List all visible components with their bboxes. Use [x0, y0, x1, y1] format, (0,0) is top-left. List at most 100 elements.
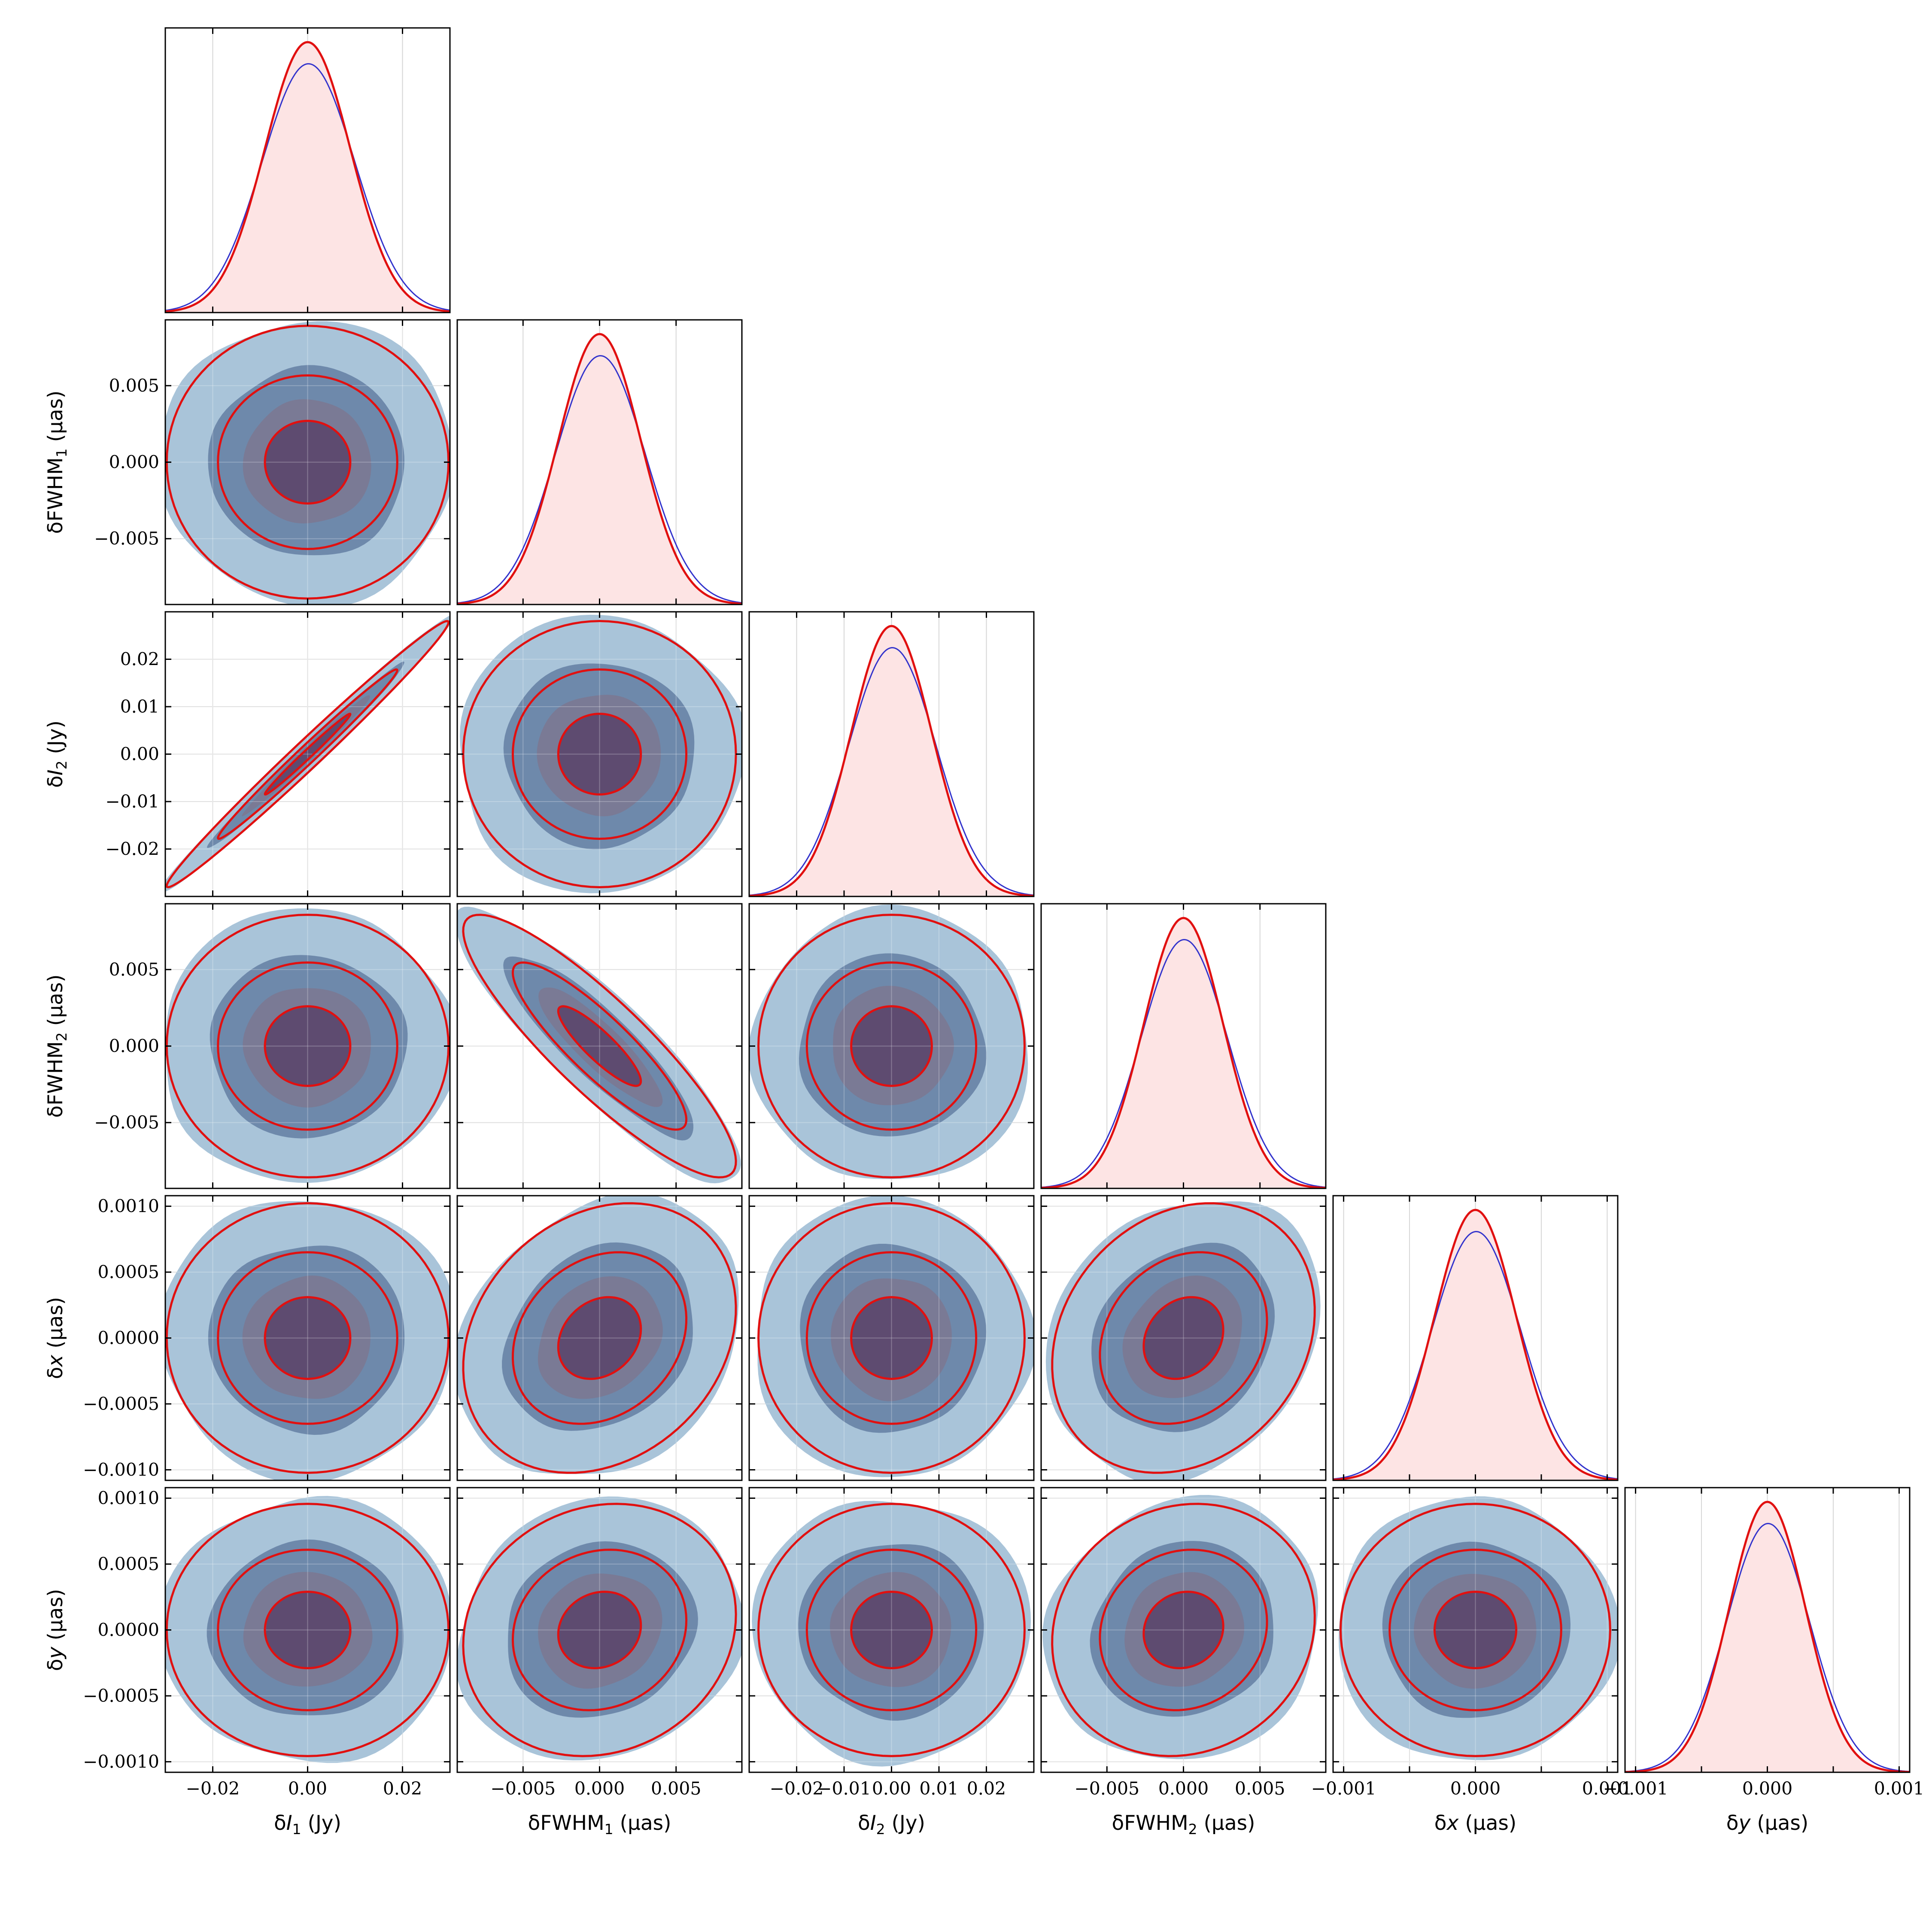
y-axis-label-dy: δy (μas)	[44, 1589, 67, 1671]
marginal-gaussian-line-dFWHM1	[457, 333, 742, 605]
gaussian-contour	[557, 1590, 642, 1670]
gaussian-contour	[217, 1251, 398, 1425]
gaussian-contour	[511, 961, 688, 1131]
panel-dFWHM1-dFWHM1	[456, 319, 743, 605]
marginal-fill-dI1	[165, 42, 450, 313]
gaussian-contour	[165, 1202, 450, 1474]
gaussian-contour	[557, 1005, 642, 1087]
x-tick-label: 0.01	[919, 1778, 958, 1799]
x-axis-label-dI1: δI1 (Jy)	[274, 1811, 341, 1838]
marginal-kde-line-dx	[1333, 1231, 1618, 1480]
marginal-kde-line-dFWHM2	[1041, 939, 1326, 1188]
panel-dy-dy: −0.001 0.000 0.001	[1603, 1487, 1924, 1799]
sample-contour-1sigma	[559, 1297, 642, 1379]
y-tick-label: 0.005	[109, 375, 159, 396]
y-tick-label: 0.000	[109, 452, 159, 473]
gaussian-contour	[511, 668, 688, 840]
marginal-fill-dFWHM1	[457, 334, 742, 605]
marginal-fill-dy	[1625, 1502, 1910, 1772]
marginal-kde-line-dFWHM1	[457, 355, 742, 604]
gaussian-contour	[805, 1549, 978, 1711]
y-tick-label: −0.0010	[83, 1751, 159, 1772]
sample-contour-1sigma	[264, 1296, 350, 1378]
gaussian-contour	[217, 1549, 398, 1711]
gaussian-contour	[264, 713, 352, 796]
gaussian-contour	[850, 1005, 933, 1087]
panel-dI1-dx: −0.0010 −0.0005 0.0000 0.0005 0.0010	[83, 1195, 451, 1481]
panel-dI1-dy: −0.0010 −0.0005 0.0000 0.0005 0.0010 −0.02 0.0…	[83, 1487, 451, 1799]
x-tick-label: 0.001	[1582, 1778, 1632, 1799]
gaussian-contour	[1339, 1503, 1612, 1757]
x-tick-label: 0.000	[1742, 1778, 1792, 1799]
x-tick-label: 0.00	[872, 1778, 911, 1799]
y-tick-label: 0.0005	[98, 1554, 159, 1574]
y-axis-label-dFWHM2: δFWHM2 (μas)	[44, 975, 70, 1118]
y-axis-label-group: δx (μas)	[44, 1297, 67, 1379]
panel-dI1-dFWHM1: −0.005 0.000 0.005	[94, 319, 451, 605]
panel-dFWHM2-dy: −0.005 0.000 0.005	[1040, 1487, 1327, 1799]
y-tick-label: 0.01	[120, 696, 159, 717]
marginal-gaussian-line-dFWHM2	[1041, 917, 1326, 1188]
gaussian-contour	[850, 1296, 933, 1380]
gaussian-contour	[511, 1549, 688, 1711]
sample-contour-1sigma	[265, 714, 351, 795]
panel-dFWHM1-dFWHM2	[456, 903, 743, 1189]
y-tick-label: 0.0010	[98, 1488, 159, 1509]
marginal-gaussian-line-dx	[1333, 1209, 1618, 1480]
gaussian-contour	[1142, 1296, 1224, 1380]
x-tick-label: 0.02	[967, 1778, 1006, 1799]
x-tick-label: 0.00	[288, 1778, 327, 1799]
marginal-fill-dx	[1333, 1210, 1618, 1480]
y-tick-label: 0.0010	[98, 1196, 159, 1217]
y-tick-label: 0.005	[109, 959, 159, 980]
gaussian-contour	[757, 914, 1026, 1179]
y-tick-label: −0.0005	[83, 1394, 159, 1414]
gaussian-contour	[757, 1503, 1026, 1757]
x-axis-label-dy: δy (μas)	[1726, 1811, 1808, 1835]
sample-contour-1sigma	[851, 1006, 933, 1087]
sample-contour-1sigma	[558, 1592, 641, 1669]
gaussian-contour	[462, 914, 737, 1179]
x-axis-label-dFWHM1: δFWHM1 (μas)	[528, 1811, 671, 1838]
y-tick-label: −0.0010	[83, 1459, 159, 1480]
y-tick-label: −0.005	[94, 1112, 159, 1133]
sample-contour-1sigma	[1144, 1591, 1224, 1668]
y-tick-label: 0.000	[109, 1036, 159, 1057]
x-tick-label: 0.02	[383, 1778, 422, 1799]
y-axis-label-group: δI2 (Jy)	[44, 720, 70, 788]
sample-contour-1sigma	[266, 1591, 352, 1668]
gaussian-contour	[1433, 1590, 1518, 1670]
gaussian-contour	[462, 620, 737, 889]
y-tick-label: −0.02	[105, 839, 159, 860]
y-tick-label: 0.0005	[98, 1262, 159, 1282]
y-axis-label-group: δFWHM1 (μas)	[44, 391, 70, 534]
panel-dI2-dy: −0.02−0.01 0.00 0.01 0.02	[748, 1487, 1035, 1799]
panel-dI2-dFWHM2	[748, 903, 1035, 1189]
y-axis-label-dFWHM1: δFWHM1 (μas)	[44, 391, 70, 534]
gaussian-contour	[217, 374, 398, 550]
x-tick-label: 0.005	[651, 1778, 701, 1799]
gaussian-contour	[264, 419, 352, 505]
y-axis-label-dx: δx (μas)	[44, 1297, 67, 1379]
panel-dI2-dI2	[748, 611, 1035, 897]
x-tick-label: 0.000	[574, 1778, 625, 1799]
panel-dI2-dx	[748, 1195, 1035, 1481]
y-axis-label-group: δFWHM2 (μas)	[44, 975, 70, 1118]
panel-dFWHM1-dI2	[456, 611, 743, 897]
gaussian-contour	[805, 1251, 978, 1425]
gaussian-contour	[264, 1005, 352, 1087]
y-tick-label: −0.01	[105, 791, 159, 812]
marginal-fill-dI2	[749, 626, 1034, 896]
y-tick-label: −0.005	[94, 529, 159, 549]
gaussian-contour	[805, 961, 978, 1131]
x-tick-label: 0.000	[1450, 1778, 1501, 1799]
panel-dI1-dFWHM2: −0.005 0.000 0.005	[94, 903, 451, 1189]
y-axis-label-dI2: δI2 (Jy)	[44, 720, 70, 788]
gaussian-contour	[217, 668, 398, 840]
x-tick-label: −0.01	[817, 1778, 871, 1799]
gaussian-contour	[1099, 1549, 1268, 1711]
sample-contour-1sigma	[1143, 1297, 1223, 1379]
x-tick-label: −0.02	[770, 1778, 824, 1799]
panel-dI1-dI1	[164, 27, 451, 313]
